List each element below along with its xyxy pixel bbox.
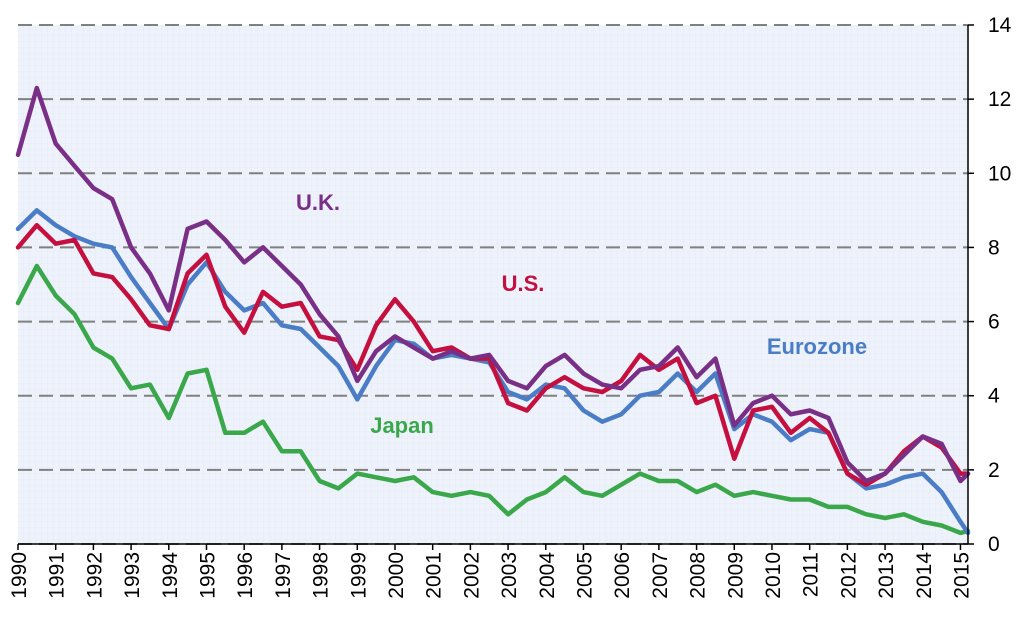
x-tick-label: 2001 [423, 552, 446, 599]
series-label: U.K. [296, 190, 340, 215]
y-tick-label: 2 [988, 459, 1000, 482]
x-tick-label: 2013 [875, 552, 898, 599]
x-tick-label: 2006 [611, 552, 634, 599]
y-tick-label: 6 [988, 311, 1000, 334]
series-line [15, 263, 971, 536]
y-tick-label: 4 [988, 385, 1000, 408]
y-tick-label: 12 [988, 88, 1011, 111]
x-tick-label: 1990 [8, 552, 31, 599]
y-tick-label: 10 [988, 162, 1011, 185]
x-tick-label: 2014 [913, 552, 936, 599]
x-tick-label: 1993 [121, 552, 144, 599]
x-tick-label: 2010 [762, 552, 785, 599]
series-label: U.S. [502, 271, 545, 296]
x-tick-label: 2009 [724, 552, 747, 599]
x-tick-label: 1996 [234, 552, 257, 599]
x-tick-label: 2015 [950, 552, 973, 599]
x-tick-label: 1992 [83, 552, 106, 599]
y-tick-label: 0 [988, 533, 1000, 556]
x-tick-label: 2005 [573, 552, 596, 599]
x-tick-label: 2000 [385, 552, 408, 599]
x-tick-label: 2012 [837, 552, 860, 599]
x-tick-label: 2004 [536, 552, 559, 599]
x-tick-label: 1991 [46, 552, 69, 599]
x-tick-label: 1997 [272, 552, 295, 599]
plot-background [18, 25, 968, 544]
series-line [15, 85, 971, 484]
x-tick-label: 2008 [687, 552, 710, 599]
series-label: Eurozone [767, 334, 867, 359]
x-tick-label: 1998 [310, 552, 333, 599]
x-tick-label: 2003 [498, 552, 521, 599]
x-tick-label: 2011 [800, 552, 823, 597]
series-line [15, 222, 971, 487]
x-tick-label: 2002 [460, 552, 483, 599]
y-tick-label: 8 [988, 236, 1000, 259]
x-tick-label: 2007 [649, 552, 672, 599]
series-label: Japan [370, 413, 434, 438]
x-tick-label: 1999 [347, 552, 370, 599]
y-tick-label: 14 [988, 14, 1012, 37]
x-tick-label: 1995 [196, 552, 219, 599]
x-tick-label: 1994 [159, 552, 182, 599]
